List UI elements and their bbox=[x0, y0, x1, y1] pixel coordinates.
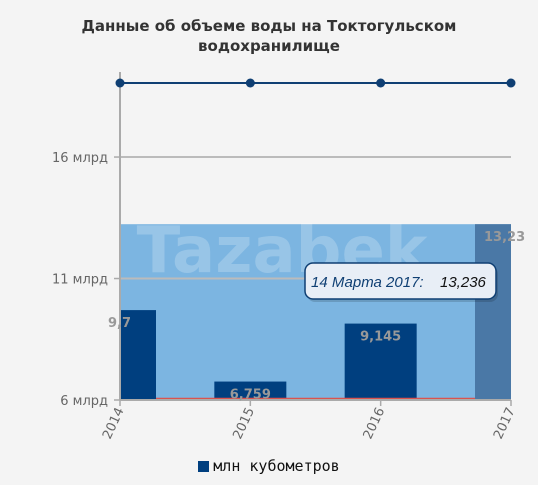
legend-label: млн кубометров bbox=[213, 457, 340, 475]
tooltip-value: 13,236 bbox=[440, 274, 487, 291]
chart-title-line1: Данные об объеме воды на Токтогульском bbox=[81, 17, 457, 35]
chart-title-line2: водохранилище bbox=[198, 37, 340, 55]
chart-title: Данные об объеме воды на Токтогульском в… bbox=[0, 16, 538, 56]
x-tick-label: 2017 bbox=[491, 405, 519, 441]
x-tick-label: 2016 bbox=[361, 405, 389, 441]
bar-2015[interactable] bbox=[214, 381, 287, 400]
x-tick-label: 2014 bbox=[100, 405, 128, 441]
value-label: 9,7 bbox=[108, 316, 131, 331]
top-series-marker-2017[interactable] bbox=[506, 78, 516, 88]
value-label: 13,23 bbox=[484, 230, 525, 245]
top-series-marker-2015[interactable] bbox=[245, 78, 255, 88]
legend-swatch bbox=[198, 461, 210, 472]
bar-2014[interactable] bbox=[120, 310, 156, 400]
legend[interactable]: млн кубометров bbox=[0, 457, 538, 475]
value-label: 6,759 bbox=[230, 388, 271, 403]
bar-2017[interactable] bbox=[475, 224, 511, 400]
x-tick-label: 2015 bbox=[230, 405, 258, 441]
y-tick-label: 11 млрд bbox=[52, 273, 108, 288]
value-label: 9,145 bbox=[360, 330, 401, 345]
y-tick-label: 6 млрд bbox=[60, 394, 108, 409]
y-tick-label: 16 млрд bbox=[52, 151, 108, 166]
tooltip-box bbox=[304, 262, 497, 300]
bar-2016[interactable] bbox=[344, 323, 417, 400]
tooltip-date: 14 Марта 2017: bbox=[311, 274, 424, 291]
top-series-marker-2016[interactable] bbox=[376, 78, 386, 88]
highlight-band bbox=[120, 224, 511, 400]
top-series-marker-2014[interactable] bbox=[115, 78, 125, 88]
